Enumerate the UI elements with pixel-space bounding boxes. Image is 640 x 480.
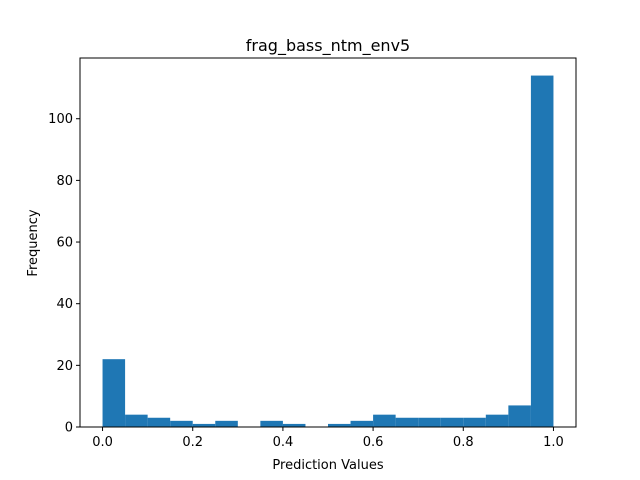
histogram-bar (463, 417, 486, 427)
bars-layer (102, 75, 554, 428)
histogram-bar (418, 417, 441, 427)
histogram-bar (192, 423, 216, 427)
histogram-bar (125, 414, 148, 427)
axes-layer: 0.0 0.2 0.4 0.6 0.8 1.0 0 20 40 60 80 100 (48, 57, 577, 450)
y-tick-label: 80 (56, 174, 73, 189)
histogram-bar (530, 75, 554, 428)
histogram-bar (485, 414, 509, 427)
x-tick-label: 0.6 (363, 435, 384, 450)
histogram-bar (395, 417, 419, 427)
y-tick-label: 20 (56, 359, 73, 374)
histogram-bar (282, 423, 306, 427)
histogram-bar (215, 420, 238, 427)
histogram-bar (350, 420, 374, 427)
x-tick-label: 0.8 (453, 435, 474, 450)
x-axis-title: Prediction Values (272, 458, 383, 473)
histogram-bar (260, 420, 283, 427)
y-axis-title: Frequency (26, 209, 41, 276)
x-tick-label: 0.2 (182, 435, 203, 450)
histogram-bar (328, 423, 351, 427)
histogram-bar (508, 405, 531, 427)
x-tick-label: 1.0 (543, 435, 564, 450)
histogram-bar (147, 417, 171, 427)
plot-frame (79, 57, 577, 428)
x-tick-label: 0.4 (273, 435, 294, 450)
histogram-bar (102, 359, 126, 427)
y-tick-label: 60 (56, 236, 73, 251)
y-tick-label: 100 (48, 112, 73, 127)
y-tick-label: 40 (56, 297, 73, 312)
chart-title: frag_bass_ntm_env5 (246, 36, 410, 56)
histogram-bar (373, 414, 396, 427)
x-tick-label: 0.0 (92, 435, 113, 450)
histogram-bar (170, 420, 193, 427)
y-tick-label: 0 (65, 421, 73, 436)
histogram-bar (440, 417, 464, 427)
